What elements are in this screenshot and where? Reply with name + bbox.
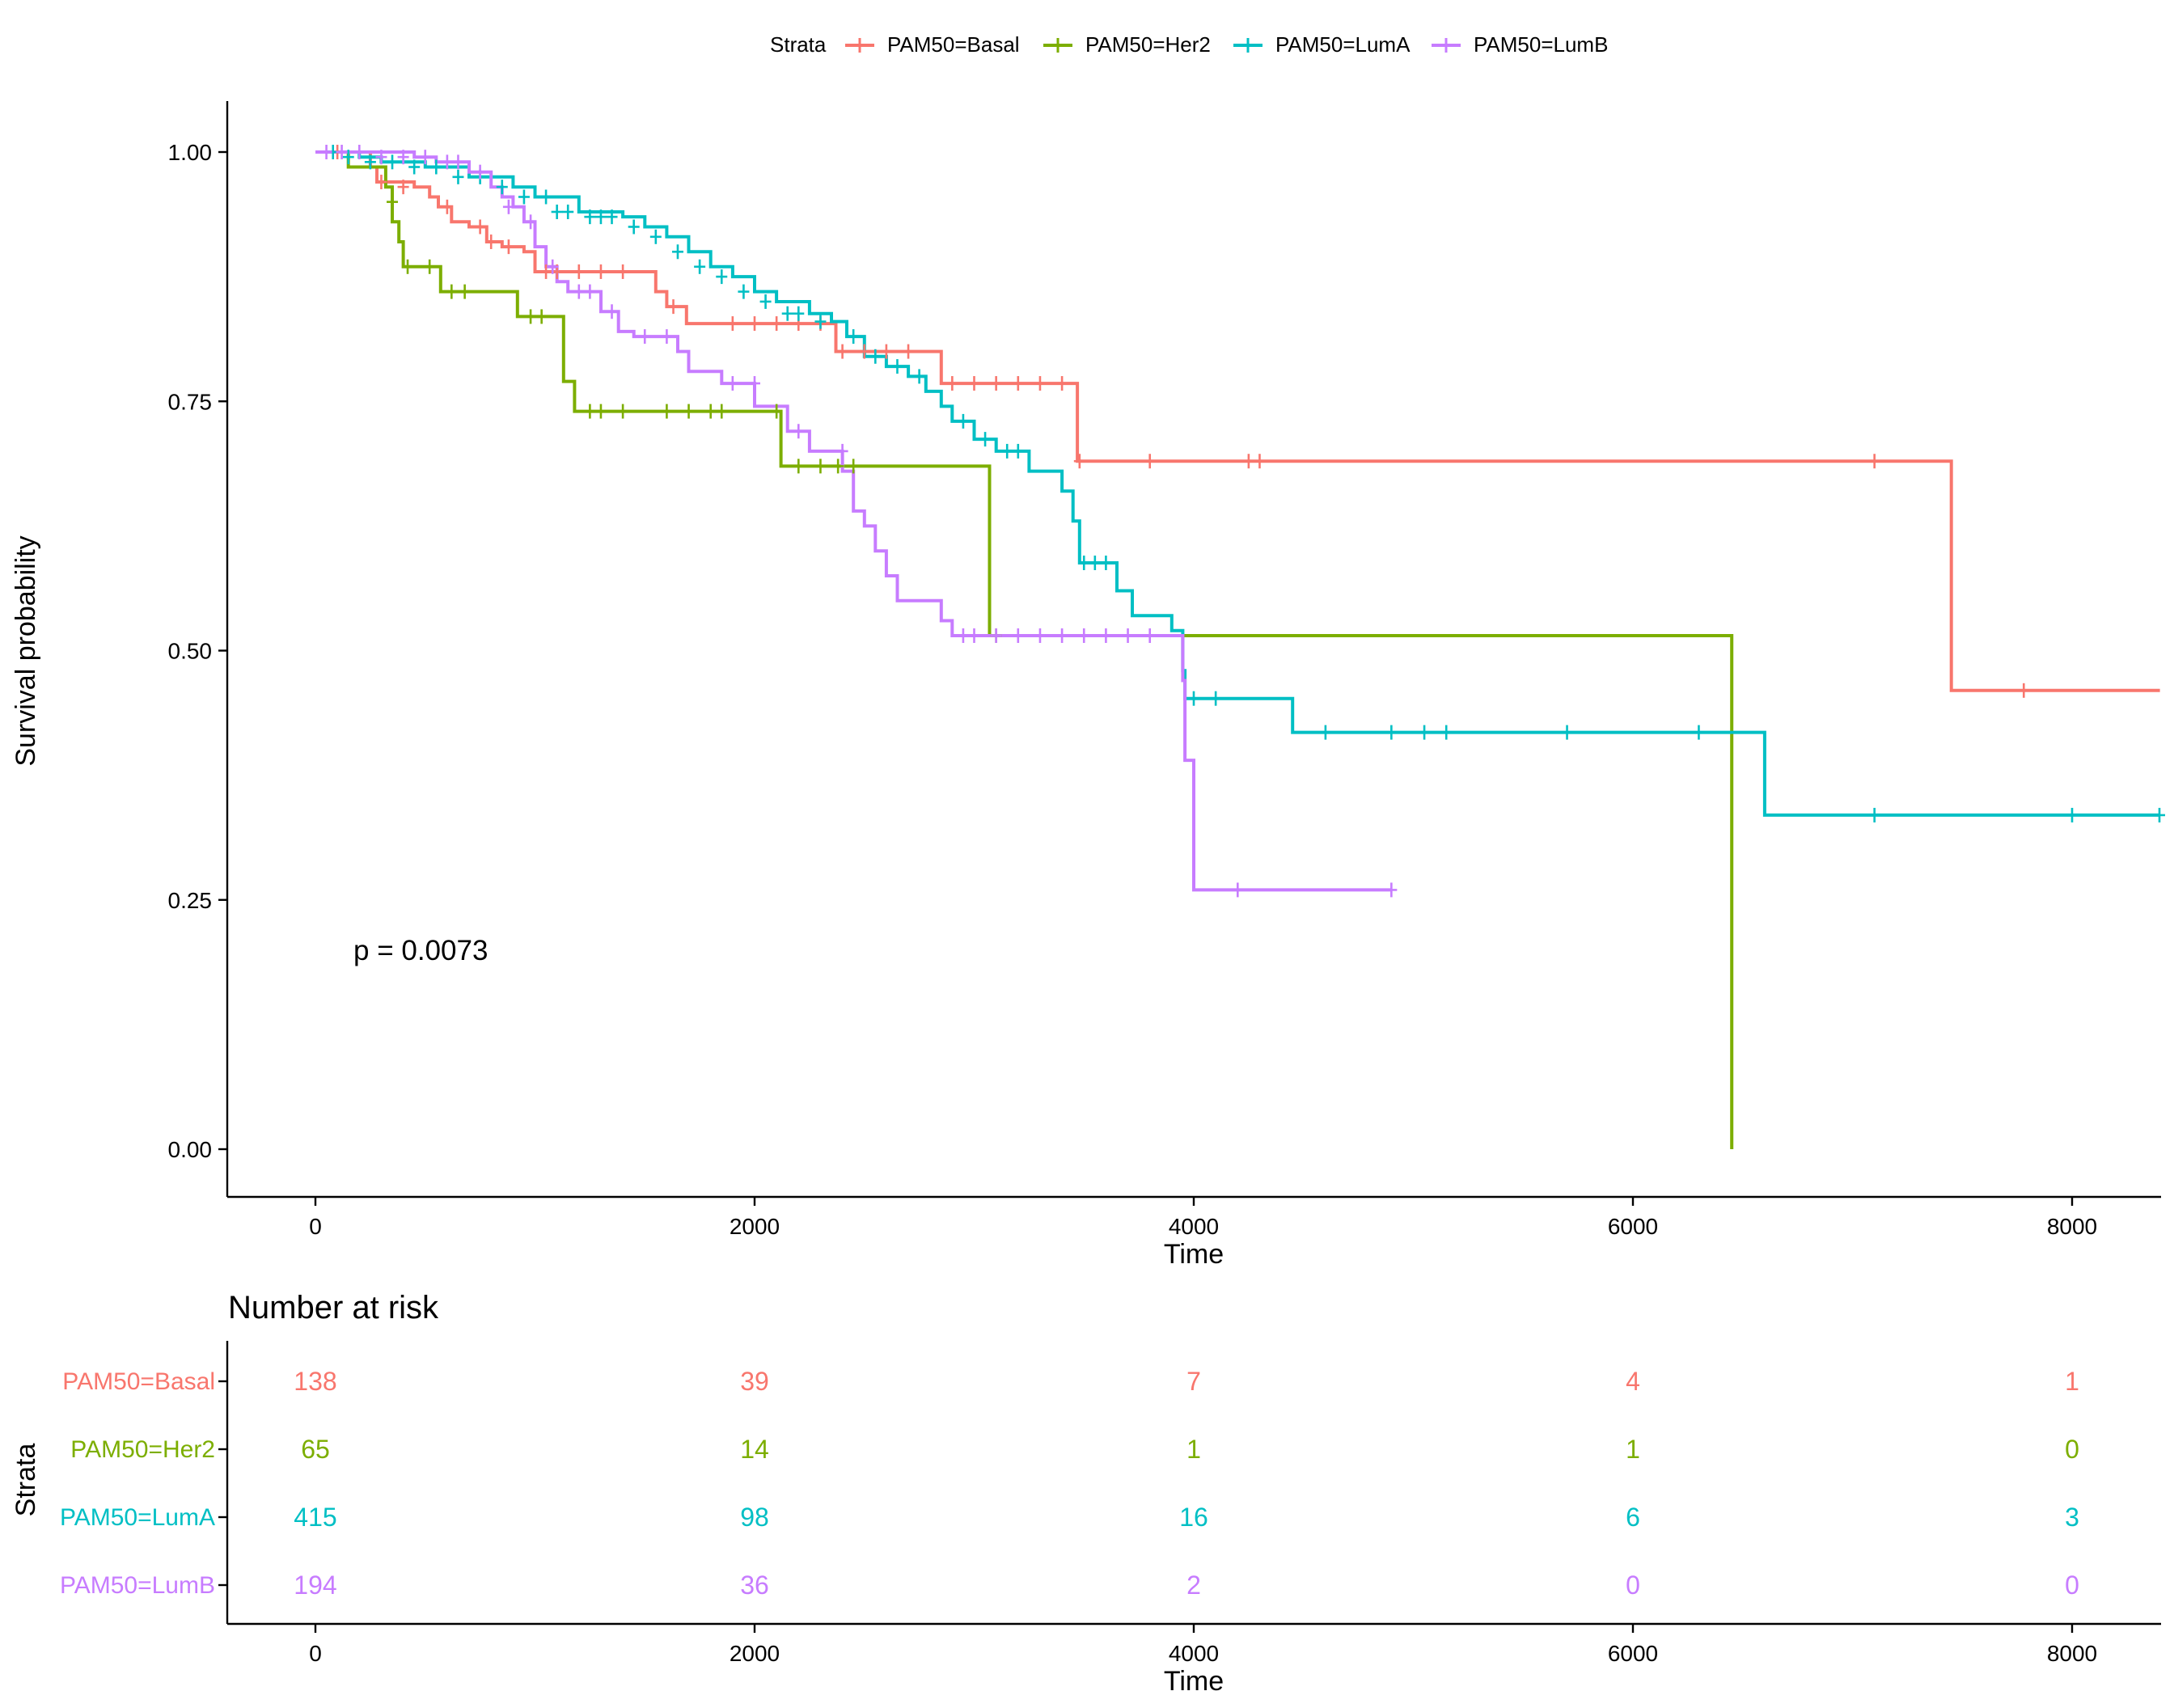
y-tick-label: 1.00 [168, 140, 213, 165]
legend-item-label: PAM50=Basal [887, 32, 1020, 57]
risk-count: 0 [1626, 1571, 1640, 1600]
risk-table: Number at risk PAM50=Basal 138 39 7 4 1PAM50=… [11, 1290, 2161, 1697]
risk-row-label: PAM50=Basal [62, 1368, 215, 1395]
y-axis-ticks: 0.00 0.25 0.50 0.75 1.00 [168, 140, 227, 1162]
risk-table-row: PAM50=LumA 415 98 16 6 3 [60, 1503, 2079, 1532]
risk-count: 98 [740, 1503, 769, 1532]
risk-count: 0 [2065, 1435, 2079, 1464]
y-tick-label: 0.00 [168, 1137, 213, 1162]
risk-count: 39 [740, 1367, 769, 1396]
risk-table-y-axis-label: Strata [11, 1444, 41, 1517]
legend-item: PAM50=Basal [845, 32, 1020, 57]
x-tick-label: 0 [309, 1641, 322, 1666]
x-tick-label: 4000 [1169, 1641, 1219, 1666]
x-tick-label: 6000 [1608, 1214, 1658, 1239]
x-tick-label: 8000 [2047, 1641, 2097, 1666]
risk-table-x-ticks: 0 2000 4000 6000 8000 [309, 1624, 2097, 1666]
legend-title: Strata [770, 32, 827, 57]
risk-count: 65 [301, 1435, 330, 1464]
risk-table-x-axis-label: Time [1164, 1666, 1224, 1697]
risk-count: 36 [740, 1571, 769, 1600]
legend-item: PAM50=LumB [1432, 32, 1608, 57]
legend-item-label: PAM50=LumB [1474, 32, 1608, 57]
legend: Strata PAM50=Basal PAM50=Her2 PAM50=LumA PA… [770, 32, 1608, 57]
legend-item: PAM50=LumA [1233, 32, 1411, 57]
risk-count: 4 [1626, 1367, 1640, 1396]
risk-count: 415 [294, 1503, 336, 1532]
km-curve-pam50-lumb [315, 150, 1392, 892]
risk-count: 2 [1186, 1571, 1201, 1600]
risk-row-label: PAM50=LumB [60, 1572, 215, 1599]
risk-table-row: PAM50=LumB 194 36 2 0 0 [60, 1571, 2079, 1600]
x-tick-label: 4000 [1169, 1214, 1219, 1239]
survival-plot: 0.00 0.25 0.50 0.75 1.00 0 2000 4000 6000 8000 T… [11, 101, 2165, 1270]
risk-count: 7 [1186, 1367, 1201, 1396]
x-tick-label: 0 [309, 1214, 322, 1239]
risk-row-label: PAM50=LumA [60, 1504, 215, 1531]
x-tick-label: 2000 [730, 1214, 780, 1239]
risk-table-row: PAM50=Her2 65 14 1 1 0 [70, 1435, 2079, 1464]
y-tick-label: 0.25 [168, 888, 213, 913]
y-tick-label: 0.75 [168, 389, 213, 414]
risk-count: 1 [2065, 1367, 2079, 1396]
p-value-annotation: p = 0.0073 [353, 935, 488, 966]
legend-item: PAM50=Her2 [1043, 32, 1211, 57]
risk-count: 138 [294, 1367, 336, 1396]
legend-item-label: PAM50=Her2 [1085, 32, 1211, 57]
risk-count: 14 [740, 1435, 769, 1464]
y-tick-label: 0.50 [168, 639, 213, 664]
risk-row-label: PAM50=Her2 [70, 1436, 215, 1463]
km-censor-marks [320, 145, 2165, 898]
risk-count: 3 [2065, 1503, 2079, 1532]
legend-item-label: PAM50=LumA [1275, 32, 1411, 57]
risk-count: 194 [294, 1571, 336, 1600]
risk-count: 16 [1179, 1503, 1208, 1532]
x-axis-label: Time [1164, 1239, 1224, 1270]
km-curve-pam50-her2 [315, 150, 1734, 1149]
risk-count: 1 [1186, 1435, 1201, 1464]
y-axis-label: Survival probability [11, 535, 41, 766]
x-tick-label: 6000 [1608, 1641, 1658, 1666]
risk-table-title: Number at risk [228, 1290, 439, 1325]
risk-count: 1 [1626, 1435, 1640, 1464]
x-tick-label: 8000 [2047, 1214, 2097, 1239]
risk-count: 0 [2065, 1571, 2079, 1600]
risk-count: 6 [1626, 1503, 1640, 1532]
x-tick-label: 2000 [730, 1641, 780, 1666]
x-axis-ticks: 0 2000 4000 6000 8000 [309, 1197, 2097, 1239]
risk-table-row: PAM50=Basal 138 39 7 4 1 [62, 1367, 2079, 1396]
